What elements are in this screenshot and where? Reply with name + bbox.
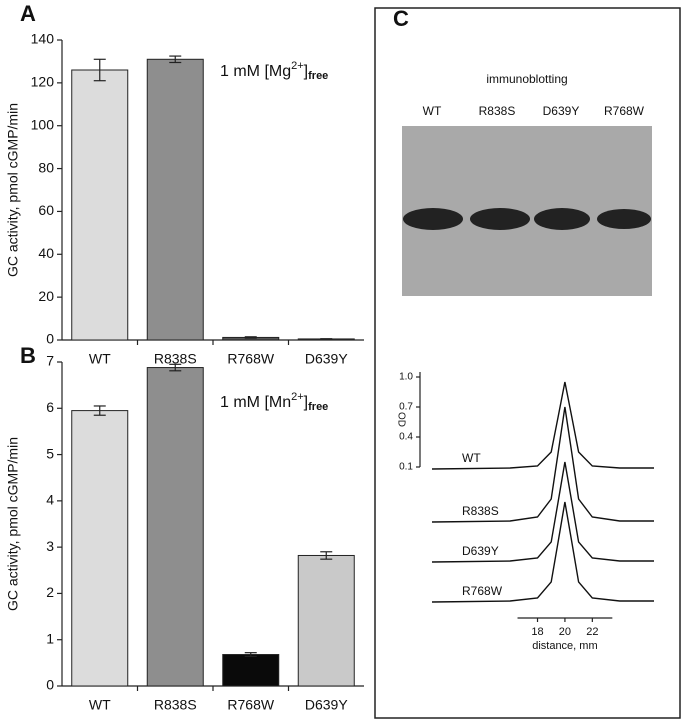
y-tick-label: 4 [46, 492, 54, 508]
y-tick-label: 2 [46, 584, 54, 600]
bar [71, 69, 129, 341]
annotation-part: 1 mM [Mg [220, 63, 291, 80]
panel-c-frame [374, 7, 681, 719]
y-tick-label: 120 [31, 74, 55, 90]
error-bar [93, 58, 106, 82]
y-tick-label: 60 [38, 202, 54, 218]
panel-label: B [20, 343, 36, 368]
x-tick-label: 20 [559, 626, 571, 638]
y-tick-label: 5 [46, 445, 54, 461]
lane-label: WT [423, 104, 442, 118]
lane-label: R768W [604, 104, 645, 118]
y-tick-label: 0.4 [399, 432, 413, 443]
panel-label: A [20, 1, 36, 26]
lane-label: D639Y [543, 104, 580, 118]
annotation-part: free [308, 70, 328, 82]
y-tick-label: 1 [46, 630, 54, 646]
x-tick-label: WT [89, 351, 111, 367]
bar [71, 410, 129, 687]
y-tick-label: 3 [46, 538, 54, 554]
x-tick-label: D639Y [305, 697, 348, 713]
x-tick-label: 22 [586, 626, 598, 638]
od-trace [431, 381, 654, 470]
bar [146, 367, 204, 687]
y-axis-label: OD [395, 412, 406, 427]
x-tick-label: D639Y [305, 351, 348, 367]
annotation-part: free [308, 401, 328, 413]
y-axis-label: GC activity, pmol cGMP/min [5, 437, 21, 611]
y-tick-label: 40 [38, 245, 54, 261]
y-tick-label: 6 [46, 399, 54, 415]
x-tick-label: WT [89, 697, 111, 713]
bar [222, 654, 280, 687]
annotation: 1 mM [Mn2+]free [220, 391, 328, 413]
bar [297, 554, 355, 687]
y-axis-label: GC activity, pmol cGMP/min [5, 103, 21, 277]
trace-label: D639Y [462, 544, 499, 558]
y-tick-label: 0.1 [399, 462, 413, 473]
y-tick-label: 20 [38, 288, 54, 304]
error-bar [93, 405, 106, 416]
od-trace [431, 501, 654, 603]
error-bar [169, 363, 182, 372]
annotation-part: 1 mM [Mn [220, 394, 291, 411]
x-tick-label: R838S [154, 351, 197, 367]
trace-label: WT [462, 451, 481, 465]
trace-label: R838S [462, 504, 499, 518]
y-tick-label: 80 [38, 159, 54, 175]
blot-title: immunoblotting [486, 72, 567, 86]
bar [146, 58, 204, 341]
x-tick-label: R768W [227, 351, 274, 367]
annotation: 1 mM [Mg2+]free [220, 60, 328, 82]
panel-label: C [393, 6, 409, 31]
annotation-part: 2+ [291, 60, 304, 72]
annotation-part: ] [304, 63, 308, 80]
x-tick-label: R838S [154, 697, 197, 713]
error-bar [320, 551, 333, 560]
y-tick-label: 0 [46, 331, 54, 347]
y-tick-label: 7 [46, 353, 54, 369]
y-tick-label: 100 [31, 116, 55, 132]
x-axis-label: distance, mm [532, 640, 597, 652]
y-tick-label: 0.7 [399, 402, 413, 413]
lane-label: R838S [479, 104, 516, 118]
od-trace [431, 406, 654, 523]
trace-label: R768W [462, 584, 503, 598]
y-tick-label: 1.0 [399, 372, 413, 383]
blot-bands [403, 208, 651, 230]
x-tick-label: 18 [531, 626, 543, 638]
error-bar [169, 55, 182, 64]
error-bar [244, 336, 257, 339]
annotation-part: ] [304, 394, 308, 411]
error-bar [244, 652, 257, 657]
y-tick-label: 0 [46, 677, 54, 693]
y-tick-label: 140 [31, 31, 55, 47]
x-tick-label: R768W [227, 697, 274, 713]
annotation-part: 2+ [291, 391, 304, 403]
od-trace [431, 461, 654, 563]
